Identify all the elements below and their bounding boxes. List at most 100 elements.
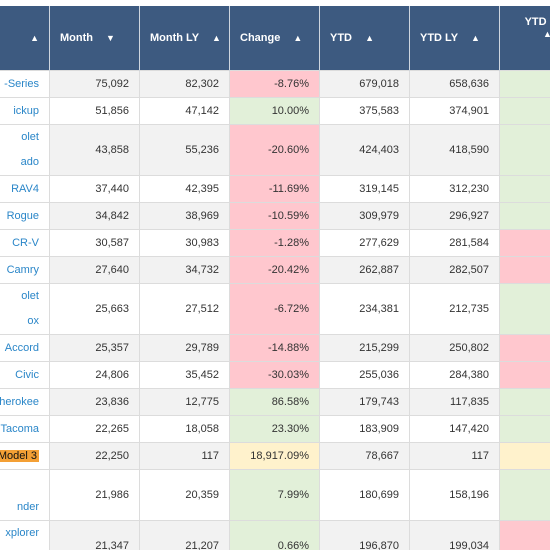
month-ly-cell: 38,969 [139,202,230,230]
sort-desc-icon[interactable]: ▼ [106,33,115,43]
ytd-cell: 319,145 [319,175,410,203]
ytd-change-cell: -1 [499,361,550,389]
month-cell: 43,858 [49,124,140,176]
model-link[interactable]: Camry [6,263,39,276]
model-cell: Model 3 [0,442,50,470]
month-ly-cell: 47,142 [139,97,230,125]
sort-asc-icon[interactable]: ▲ [543,29,550,39]
model-link[interactable]: ado [20,156,39,168]
month-ly-cell: 29,789 [139,334,230,362]
month-ly-cell: 117 [139,442,230,470]
header-change-label: Change [240,32,281,44]
change-cell: 23.30% [229,415,320,443]
header-ytd-change[interactable]: YTD Cha ▲ [499,6,550,71]
header-month-ly-label: Month LY [150,32,199,44]
ytd-ly-cell: 250,802 [409,334,500,362]
ytd-change-cell [499,520,550,550]
table-row: Camry 27,640 34,732 -20.42% 262,887 282,507 [0,256,550,284]
model-cell: -Series [0,70,50,98]
model-link[interactable]: ox [27,315,39,327]
sort-asc-icon[interactable]: ▲ [211,33,221,43]
sort-asc-icon[interactable]: ▲ [470,33,480,43]
table-row: olet ado 43,858 55,236 -20.60% 424,403 418,590 [0,124,550,176]
ytd-cell: 78,667 [319,442,410,470]
change-cell: -6.72% [229,283,320,335]
month-ly-cell: 12,775 [139,388,230,416]
ytd-cell: 234,381 [319,283,410,335]
model-link[interactable] [0,546,39,550]
model-cell: olet ado [0,124,50,176]
model-link[interactable]: Tacoma [0,422,39,435]
ytd-change-cell [499,97,550,125]
ytd-change-cell: 2 [499,415,550,443]
ytd-ly-cell: 212,735 [409,283,500,335]
model-link[interactable] [0,470,39,495]
month-cell: 25,357 [49,334,140,362]
model-cell: ickup [0,97,50,125]
header-ytd-ly[interactable]: YTD LY ▲ [409,6,500,71]
model-link[interactable]: herokee [0,395,39,408]
ytd-change-cell: 67,13 [499,442,550,470]
change-cell: -1.28% [229,229,320,257]
sort-asc-icon[interactable]: ▲ [293,33,303,43]
model-link[interactable]: olet [21,131,39,143]
highlight-badge: Model 3 [0,449,39,462]
ytd-cell: 183,909 [319,415,410,443]
model-link[interactable]: Model 3 [0,444,39,469]
model-cell: CR-V [0,229,50,257]
ytd-cell: 215,299 [319,334,410,362]
table-row: RAV4 37,440 42,395 -11.69% 319,145 312,230 [0,175,550,203]
header-ytd[interactable]: YTD ▲ [319,6,410,71]
sort-asc-icon[interactable]: ▲ [30,33,39,43]
month-cell: 75,092 [49,70,140,98]
model-cell: Rogue [0,202,50,230]
month-cell: 37,440 [49,175,140,203]
ytd-cell: 255,036 [319,361,410,389]
month-cell: 22,250 [49,442,140,470]
month-cell: 27,640 [49,256,140,284]
model-link[interactable]: CR-V [12,236,39,249]
ytd-ly-cell: 117,835 [409,388,500,416]
table-row: CR-V 30,587 30,983 -1.28% 277,629 281,584 [0,229,550,257]
ytd-ly-cell: 418,590 [409,124,500,176]
ytd-cell: 196,870 [319,520,410,550]
ytd-change-cell: 1 [499,469,550,521]
ytd-change-cell [499,70,550,98]
header-change[interactable]: Change ▲ [229,6,320,71]
model-cell: Accord [0,334,50,362]
header-ytd-change-label: YTD Cha [524,16,550,28]
model-link[interactable]: olet [21,290,39,302]
ytd-change-cell: 5 [499,388,550,416]
ytd-change-cell [499,175,550,203]
header-ytd-ly-label: YTD LY [420,32,458,44]
sort-asc-icon[interactable]: ▲ [365,33,374,43]
model-link[interactable]: nder [16,501,39,513]
ytd-ly-cell: 117 [409,442,500,470]
model-link[interactable]: ickup [13,104,39,117]
change-cell: -10.59% [229,202,320,230]
model-cell: xplorer [0,520,50,550]
model-link[interactable]: Civic [15,368,39,381]
ytd-change-cell [499,229,550,257]
model-link[interactable]: Rogue [6,209,39,222]
header-month-label: Month [60,32,93,44]
ytd-ly-cell: 199,034 [409,520,500,550]
change-cell: -20.42% [229,256,320,284]
model-cell: olet ox [0,283,50,335]
model-link[interactable]: RAV4 [11,182,39,195]
header-month[interactable]: Month ▼ [49,6,140,71]
table-row: Accord 25,35729,789-14.88%215,299250,802-… [0,334,550,362]
header-month-ly[interactable]: Month LY ▲ [139,6,230,71]
change-cell: -14.88% [229,334,320,362]
ytd-cell: 424,403 [319,124,410,176]
header-model[interactable]: ▲ [0,6,50,71]
model-link[interactable]: -Series [4,77,39,90]
model-link[interactable]: Accord [4,341,39,354]
change-cell: 10.00% [229,97,320,125]
table-row: Rogue 34,842 38,969 -10.59% 309,979 296,927 [0,202,550,230]
month-ly-cell: 30,983 [139,229,230,257]
model-link[interactable]: xplorer [5,527,39,539]
ytd-ly-cell: 296,927 [409,202,500,230]
